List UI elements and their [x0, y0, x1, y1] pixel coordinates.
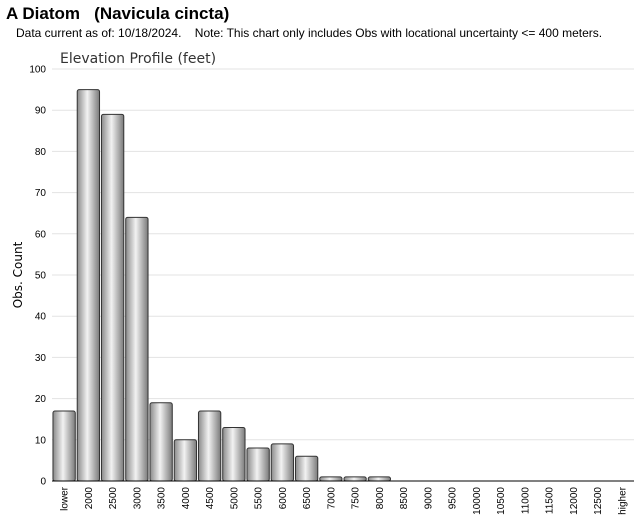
x-tick-label: 3500	[157, 487, 168, 510]
x-tick-label: 8500	[399, 487, 410, 510]
chart-title: Elevation Profile (feet)	[60, 51, 216, 67]
page-title: A Diatom (Navicula cincta)	[6, 4, 230, 23]
y-tick-label: 80	[35, 147, 47, 158]
bar-2500[interactable]	[100, 113, 125, 482]
x-tick-label: 2500	[108, 487, 119, 510]
x-tick-label: 6000	[278, 487, 289, 510]
x-tick-label: higher	[617, 486, 628, 514]
x-tick-label: 10500	[496, 487, 507, 515]
bar-4500[interactable]	[197, 410, 222, 482]
x-tick-label: 12500	[593, 487, 604, 515]
x-tick-label: 6500	[302, 487, 313, 510]
x-tick-label: 11000	[520, 487, 531, 515]
bar-2000[interactable]	[76, 89, 101, 482]
x-tick-label: 4000	[181, 487, 192, 510]
y-tick-label: 90	[35, 106, 47, 117]
x-tick-label: lower	[60, 486, 71, 511]
bar-3000[interactable]	[125, 216, 149, 482]
x-tick-label: 7500	[351, 487, 362, 510]
x-tick-label: 7000	[326, 487, 337, 510]
y-axis-label: Obs. Count	[11, 241, 25, 308]
bar-5500[interactable]	[246, 447, 270, 482]
x-tick-label: 9500	[448, 487, 459, 510]
bar-6000[interactable]	[270, 443, 295, 482]
bar-lower[interactable]	[52, 410, 76, 482]
bar-5000[interactable]	[222, 426, 246, 482]
bar-6500[interactable]	[294, 455, 319, 482]
x-tick-labels: lower 2000 2500 3000 3500 4000 4500 5000 5500 600…	[60, 486, 629, 514]
bar-3500[interactable]	[149, 402, 173, 482]
y-tick-label: 20	[35, 394, 47, 405]
gridlines	[52, 68, 634, 441]
x-tick-label: 4500	[205, 487, 216, 510]
bar-7500[interactable]	[343, 476, 367, 482]
y-tick-label: 60	[35, 229, 47, 240]
x-tick-label: 5000	[229, 487, 240, 510]
x-tick-label: 8000	[375, 487, 386, 510]
data-note: Data current as of: 10/18/2024. Note: Th…	[16, 26, 603, 40]
y-tick-label: 70	[35, 188, 47, 199]
y-tick-label: 10	[35, 435, 47, 446]
x-tick-label: 11500	[545, 487, 556, 515]
bar-8000[interactable]	[367, 476, 392, 482]
y-tick-label: 30	[35, 353, 47, 364]
x-tick-label: 12000	[569, 487, 580, 515]
y-tick-label: 0	[40, 477, 46, 488]
x-tick-label: 2000	[84, 487, 95, 510]
bar-7000[interactable]	[319, 476, 343, 482]
bar-4000[interactable]	[173, 439, 198, 482]
y-tick-label: 40	[35, 312, 47, 323]
y-tick-label: 100	[29, 65, 46, 76]
bars	[52, 89, 392, 482]
x-tick-label: 5500	[254, 487, 265, 510]
x-tick-label: 9000	[423, 487, 434, 510]
y-tick-labels: 0 10 20 30 40 50 60 70 80 90 100	[29, 65, 46, 488]
x-tick-label: 3000	[132, 487, 143, 510]
x-tick-label: 10000	[472, 487, 483, 515]
y-tick-label: 50	[35, 271, 47, 282]
